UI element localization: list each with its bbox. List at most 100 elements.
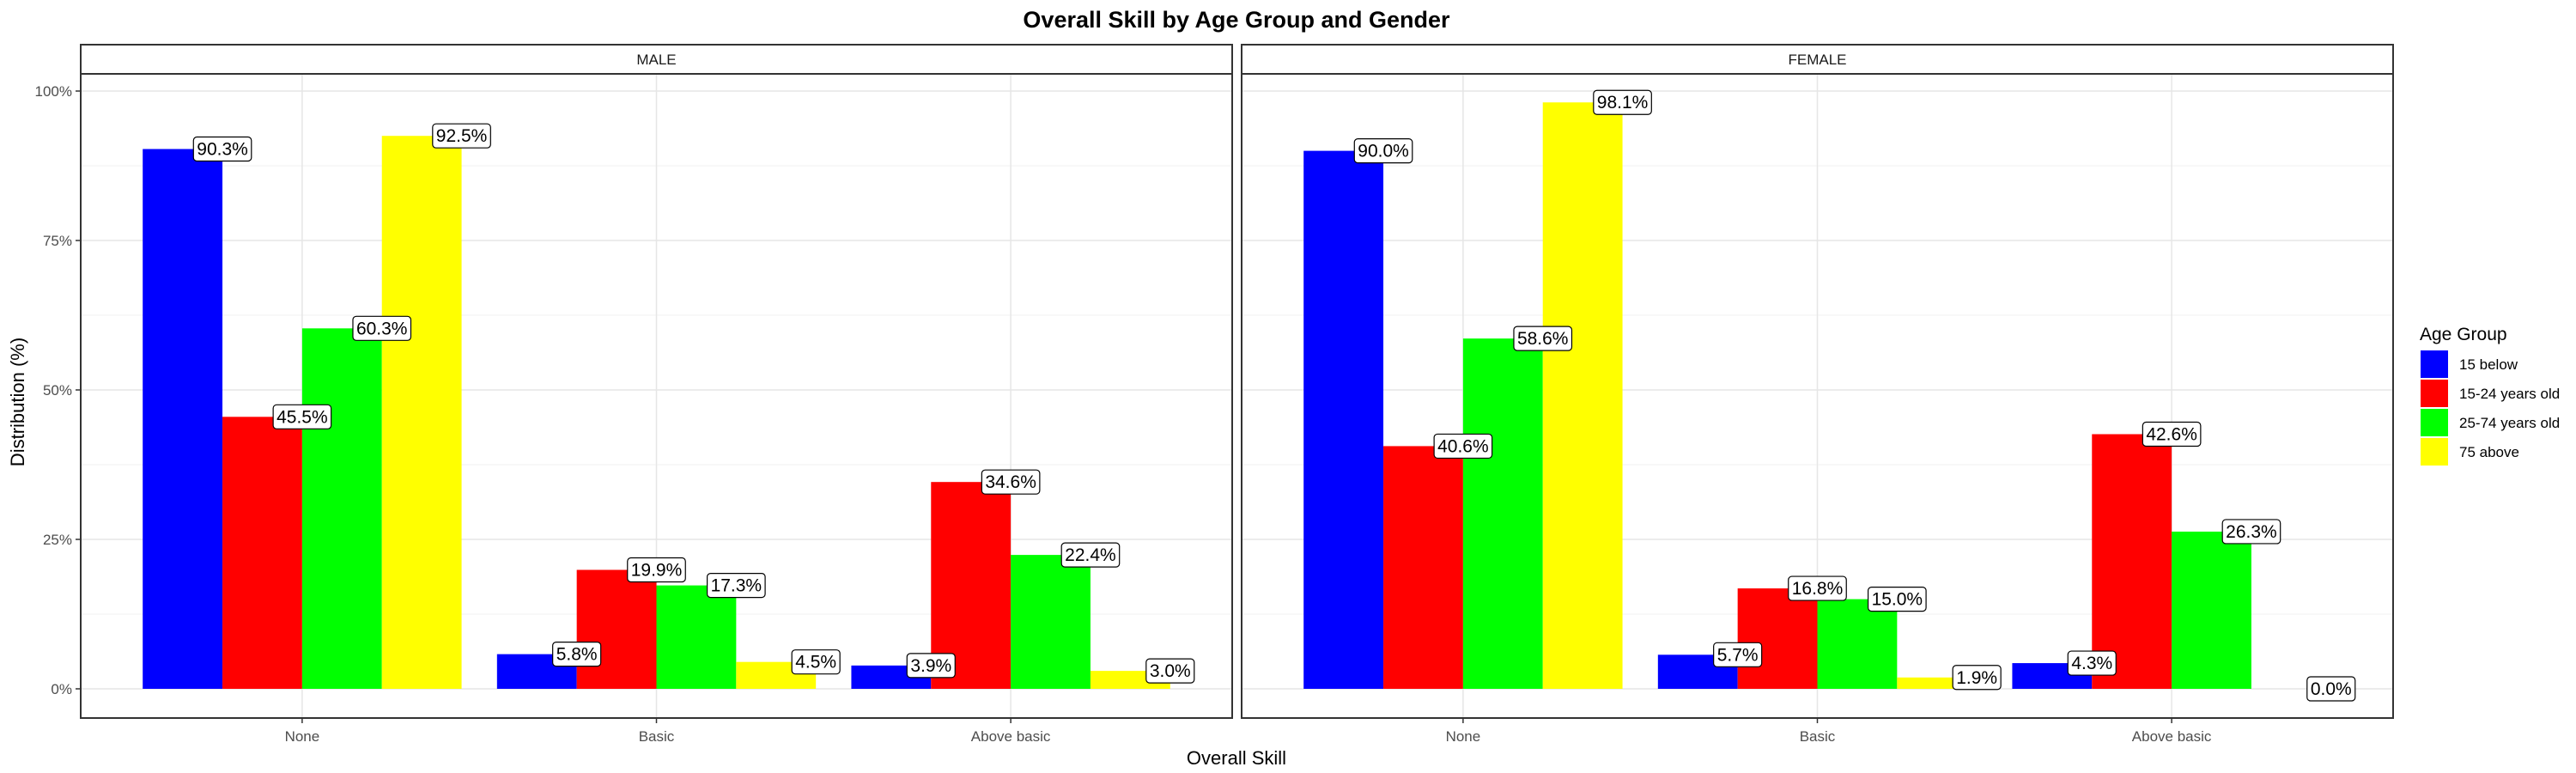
data-label: 92.5%: [432, 123, 491, 149]
data-label-text: 34.6%: [985, 472, 1036, 492]
x-tick-label: None: [285, 728, 320, 745]
data-label-text: 0.0%: [2311, 679, 2352, 699]
data-label-box: [1788, 575, 1847, 601]
data-label-box: [1145, 658, 1195, 684]
data-label: 15.0%: [1867, 586, 1927, 612]
panel-male: MALE 90.3% 5.8% 3.9% 45.5% 19.9% 34.6% 60.3% 17.…: [35, 44, 1233, 745]
facet-strip: [1241, 44, 2394, 75]
bar: [222, 417, 302, 689]
y-tick-label: 0%: [51, 681, 72, 697]
data-label: 60.3%: [352, 315, 412, 341]
data-label-text: 26.3%: [2226, 522, 2277, 542]
facet-strip-label: FEMALE: [1788, 52, 1846, 68]
data-label-text: 90.0%: [1358, 142, 1409, 161]
data-label: 0.0%: [2306, 676, 2356, 702]
data-label-box: [1060, 542, 1121, 568]
data-label-box: [552, 642, 602, 667]
data-label: 58.6%: [1513, 326, 1573, 351]
legend-label: 25-74 years old: [2459, 415, 2560, 431]
data-label-box: [2306, 676, 2356, 702]
data-label: 5.7%: [1713, 642, 1763, 667]
x-tick-label: Basic: [1800, 728, 1836, 745]
data-label: 98.1%: [1593, 89, 1652, 115]
x-tick-label: Basic: [639, 728, 675, 745]
data-label-text: 3.9%: [910, 656, 951, 676]
data-label-text: 40.6%: [1437, 436, 1489, 456]
data-label: 42.6%: [2142, 421, 2202, 447]
bar: [143, 149, 223, 690]
data-label-text: 17.3%: [711, 576, 762, 596]
data-label-text: 45.5%: [276, 407, 328, 427]
data-label-text: 58.6%: [1517, 329, 1569, 349]
y-axis-title: Distribution (%): [7, 338, 28, 466]
bar: [301, 328, 382, 689]
legend-title: Age Group: [2420, 325, 2507, 344]
data-label-box: [1593, 89, 1652, 115]
data-label: 3.0%: [1145, 658, 1195, 684]
data-label-box: [791, 649, 841, 675]
panels: MALE 90.3% 5.8% 3.9% 45.5% 19.9% 34.6% 60.3% 17.…: [35, 44, 2394, 745]
y-tick-label: 25%: [43, 532, 72, 548]
legend-key: [2421, 380, 2448, 407]
data-label-text: 15.0%: [1872, 590, 1923, 610]
legend-label: 15 below: [2459, 356, 2518, 373]
data-label-box: [627, 557, 686, 583]
data-label-text: 16.8%: [1792, 579, 1844, 599]
data-label-box: [192, 136, 252, 162]
bar: [1737, 588, 1818, 689]
data-label: 16.8%: [1788, 575, 1847, 601]
legend-key: [2421, 350, 2448, 378]
data-label-box: [1433, 433, 1493, 460]
data-label-box: [981, 469, 1041, 495]
data-label: 34.6%: [981, 469, 1041, 495]
y-tick-label: 100%: [35, 83, 72, 100]
data-label: 5.8%: [552, 642, 602, 667]
legend-item: 25-74 years old: [2421, 409, 2560, 436]
bar: [1383, 446, 1463, 689]
legend-label: 15-24 years old: [2459, 386, 2560, 402]
data-label-box: [1353, 138, 1413, 164]
data-label-text: 5.8%: [556, 645, 598, 665]
data-label-box: [2221, 519, 2281, 545]
data-label-box: [1952, 665, 2002, 691]
data-label-text: 92.5%: [436, 126, 488, 146]
bar: [1462, 338, 1543, 689]
x-axis-title: Overall Skill: [1187, 747, 1286, 769]
y-tick-label: 75%: [43, 233, 72, 249]
data-label: 4.5%: [791, 649, 841, 675]
legend-key: [2421, 409, 2448, 436]
bar: [576, 569, 657, 689]
legend-item: 75 above: [2421, 438, 2519, 466]
data-label: 19.9%: [627, 557, 686, 583]
data-label-box: [432, 123, 491, 149]
data-label-box: [272, 404, 332, 429]
data-label: 17.3%: [706, 572, 766, 599]
x-tick-label: Above basic: [971, 728, 1051, 745]
data-label-text: 1.9%: [1956, 668, 1997, 688]
data-label-text: 4.5%: [795, 653, 836, 673]
bar: [1011, 555, 1091, 689]
legend-item: 15-24 years old: [2421, 380, 2560, 407]
legend-key: [2421, 438, 2448, 466]
bar: [1303, 150, 1384, 690]
data-label: 45.5%: [272, 404, 332, 429]
bar: [381, 136, 462, 689]
data-label-box: [1513, 326, 1573, 351]
data-label-text: 19.9%: [631, 560, 683, 580]
data-label-text: 60.3%: [356, 319, 408, 338]
facet-strip: [80, 44, 1233, 75]
data-label: 1.9%: [1952, 665, 2002, 691]
data-label-box: [706, 572, 766, 599]
bar: [2092, 434, 2172, 689]
data-label-box: [1713, 642, 1763, 667]
data-label-text: 3.0%: [1150, 661, 1191, 681]
data-label: 26.3%: [2221, 519, 2281, 545]
legend-label: 75 above: [2459, 444, 2519, 460]
panel-female: FEMALE 90.0% 5.7% 4.3% 40.6% 16.8% 42.6% 58.6% 1…: [1241, 44, 2394, 745]
data-label-text: 90.3%: [197, 140, 248, 160]
bar: [2172, 531, 2251, 689]
chart-title: Overall Skill by Age Group and Gender: [1023, 7, 1450, 33]
data-label-box: [2067, 650, 2117, 676]
y-tick-label: 50%: [43, 382, 72, 399]
